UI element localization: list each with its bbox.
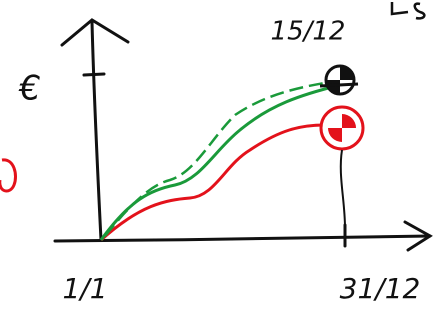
sketch: € 15/12 1/1 31/12 [0, 0, 434, 315]
black-brim [320, 84, 358, 86]
red-mark [0, 160, 16, 191]
corner-mark [392, 2, 424, 18]
marker-label: 15/12 [271, 17, 346, 47]
x-start-label: 1/1 [62, 272, 107, 305]
y-axis-label: € [18, 69, 41, 109]
x-axis [55, 236, 430, 241]
y-arrow [62, 20, 128, 45]
y-axis [92, 22, 101, 240]
green-curve [101, 85, 340, 240]
drop-line [341, 150, 345, 228]
x-end-label: 31/12 [340, 272, 421, 305]
y-tick [84, 74, 104, 75]
